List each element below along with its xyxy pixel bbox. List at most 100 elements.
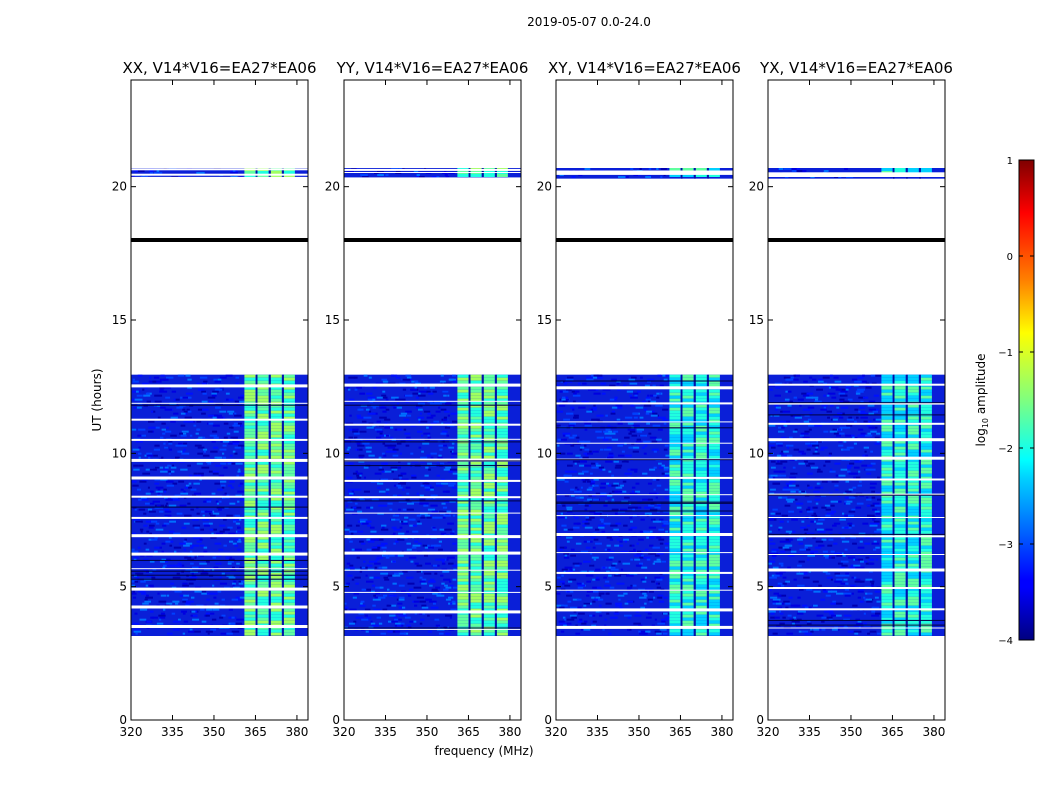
noise-cell: [778, 430, 785, 433]
noise-cell: [837, 428, 842, 431]
band-cell: [682, 605, 694, 609]
band-cell: [257, 497, 269, 501]
noise-cell: [424, 514, 431, 517]
noise-cell: [799, 570, 808, 573]
noise-cell: [134, 398, 143, 401]
noise-cell: [862, 374, 865, 377]
noise-cell: [591, 596, 595, 599]
noise-cell: [175, 444, 183, 447]
noise-cell: [164, 490, 167, 493]
band-cell: [920, 470, 932, 474]
flag-gap: [344, 535, 521, 539]
noise-cell: [231, 462, 236, 465]
band-cell: [881, 446, 893, 450]
band-cell: [881, 590, 893, 594]
noise-cell: [797, 610, 806, 613]
band-cell: [283, 617, 295, 621]
noise-cell: [614, 466, 622, 469]
band-cell: [483, 572, 495, 576]
band-cell: [457, 530, 469, 534]
band-cell: [257, 590, 269, 594]
band-cell: [881, 596, 893, 600]
band-cell: [881, 563, 893, 567]
band-cell: [244, 581, 256, 585]
colorbar-label-log: log: [974, 428, 988, 446]
noise-cell: [348, 436, 353, 439]
noise-cell: [165, 396, 171, 399]
noise-cell: [216, 532, 224, 535]
flagged-line: [344, 238, 521, 242]
band-cell: [669, 479, 681, 483]
noise-cell: [557, 478, 565, 481]
noise-cell: [438, 548, 443, 551]
noise-cell: [599, 494, 606, 497]
band-cell: [907, 590, 919, 594]
band-cell: [894, 509, 906, 513]
band-cell: [708, 392, 720, 396]
noise-cell: [154, 394, 163, 397]
band-cell: [920, 488, 932, 492]
noise-cell: [367, 398, 373, 401]
noise-cell: [875, 558, 878, 561]
noise-cell: [150, 490, 154, 493]
noise-cell: [556, 462, 559, 465]
band-cell: [244, 500, 256, 504]
band-cell: [682, 446, 694, 450]
noise-cell: [662, 408, 669, 411]
noise-cell: [575, 632, 581, 635]
band-cell: [682, 404, 694, 408]
noise-cell: [228, 558, 235, 561]
noise-cell: [359, 498, 365, 501]
noise-cell: [592, 376, 598, 379]
dark-row: [131, 559, 308, 561]
noise-cell: [168, 536, 172, 539]
noise-cell: [640, 376, 643, 379]
noise-cell: [647, 380, 651, 383]
noise-cell: [402, 508, 407, 511]
noise-cell: [653, 466, 657, 469]
band-cell: [682, 440, 694, 444]
band-cell: [470, 464, 482, 468]
band-cell: [907, 473, 919, 477]
noise-cell: [146, 400, 151, 403]
noise-cell: [656, 510, 660, 513]
noise-cell: [768, 424, 776, 427]
noise-cell: [347, 446, 351, 449]
noise-cell: [380, 504, 388, 507]
noise-cell: [838, 392, 846, 395]
band-cell: [457, 377, 469, 381]
noise-cell: [847, 466, 852, 469]
band-cell: [270, 617, 282, 621]
noise-cell: [139, 608, 148, 611]
band-cell: [894, 602, 906, 606]
noise-cell: [848, 496, 856, 499]
noise-cell: [382, 410, 387, 413]
noise-cell: [865, 578, 873, 581]
noise-cell: [205, 630, 213, 633]
band-cell: [496, 578, 508, 582]
band-cell: [457, 614, 469, 618]
band-cell: [920, 560, 932, 564]
noise-cell: [557, 516, 565, 519]
noise-cell: [777, 444, 783, 447]
noise-cell: [149, 172, 153, 174]
noise-cell: [411, 460, 419, 463]
noise-cell: [402, 570, 408, 573]
noise-cell: [862, 380, 867, 383]
noise-cell: [768, 476, 773, 479]
band-cell: [682, 437, 694, 441]
x-tick-label: 335: [586, 725, 609, 739]
band-cell: [496, 413, 508, 417]
noise-cell: [237, 548, 241, 551]
noise-cell: [371, 398, 376, 401]
band-cell: [881, 416, 893, 420]
noise-cell: [853, 564, 861, 567]
band-cell: [695, 602, 707, 606]
noise-cell: [610, 412, 616, 415]
band-cell: [470, 608, 482, 612]
noise-cell: [201, 620, 207, 623]
noise-cell: [646, 410, 653, 413]
noise-cell: [226, 398, 229, 401]
noise-cell: [831, 556, 835, 559]
band-cell: [881, 392, 893, 396]
